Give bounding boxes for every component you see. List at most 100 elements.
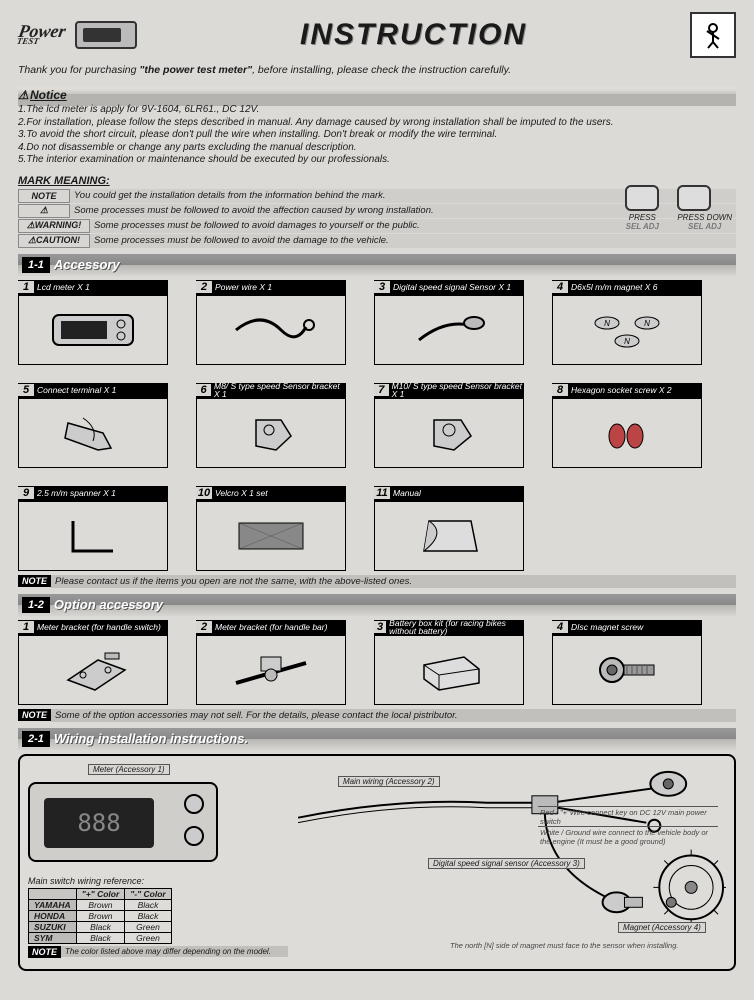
accessory-card: 7M10/ S type speed Sensor bracket X 1 [374, 383, 524, 468]
ref-cell: Black [125, 899, 171, 910]
sel-adj: SEL ADJ [625, 222, 659, 231]
note-text: Please contact us if the items you open … [51, 575, 736, 588]
option-grid: 1Meter bracket (for handle switch) 2Meter… [18, 620, 736, 705]
ref-cell: Green [125, 921, 171, 932]
accessory-illustration [196, 398, 346, 468]
accessory-num: 8 [552, 384, 568, 396]
section-name: Option accessory [54, 597, 163, 612]
svg-text:N: N [644, 319, 650, 328]
accessory-illustration [374, 295, 524, 365]
accessory-card: 10Velcro X 1 set [196, 486, 346, 571]
accessory-num: 3 [374, 281, 390, 293]
note-text: Some of the option accessories may not s… [51, 709, 736, 722]
accessory-label: D6x5l m/m magnet X 6 [568, 283, 657, 292]
accessory-head: 2Meter bracket (for handle bar) [196, 620, 346, 635]
notice-title: ⚠Notice [18, 88, 736, 102]
wiring-diagram: Meter (Accessory 1) 888 Main switch wiri… [18, 754, 736, 971]
accessory-head: 4D6x5l m/m magnet X 6 [552, 280, 702, 295]
wiring-left: Meter (Accessory 1) 888 Main switch wiri… [28, 764, 288, 961]
ref-cell: Black [125, 910, 171, 921]
page-title: INSTRUCTION [147, 18, 680, 52]
section-num: 1-2 [22, 597, 50, 613]
person-icon [690, 12, 736, 58]
accessory-card: 1Lcd meter X 1 [18, 280, 168, 365]
ref-table-title: Main switch wiring reference: [28, 876, 288, 886]
accessory-label: Meter bracket (for handle bar) [212, 623, 327, 632]
sel-adj: SEL ADJ [677, 222, 732, 231]
wiring-ref-table: "+" Color "-" Color YAMAHABrownBlackHOND… [28, 888, 172, 944]
note-tag: NOTE [18, 709, 51, 721]
note-tag: NOTE [28, 946, 61, 958]
north-note: The north [N] side of magnet must face t… [448, 940, 718, 951]
accessory-head: 11Manual [374, 486, 524, 501]
accessory-num: 1 [18, 281, 34, 293]
ref-cell: SUZUKI [29, 921, 77, 932]
meter-screen: 888 [44, 798, 154, 848]
accessory-illustration [552, 398, 702, 468]
accessory-num: 1 [18, 621, 34, 633]
page-header: Power TEST INSTRUCTION [18, 12, 736, 58]
svg-text:N: N [604, 319, 610, 328]
ref-row: SYMBlackGreen [29, 932, 172, 943]
warning-icon: ⚠ [18, 88, 30, 102]
accessory-label: M10/ S type speed Sensor bracket X 1 [389, 382, 524, 399]
accessory-label: Digital speed signal Sensor X 1 [390, 283, 511, 292]
press-down-label: PRESS DOWN [677, 213, 732, 222]
brand-logo: Power TEST [16, 24, 67, 46]
accessory-card: 8Hexagon socket screw X 2 [552, 383, 702, 468]
accessory-num: 3 [374, 621, 386, 633]
note-1-1: NOTE Please contact us if the items you … [18, 575, 736, 588]
mark-text: Some processes must be followed to avoid… [90, 234, 736, 248]
section-name: Wiring installation instructions. [54, 731, 248, 746]
note-1-2: NOTE Some of the option accessories may … [18, 709, 736, 722]
section-2-1-header: 2-1 Wiring installation instructions. [18, 728, 736, 750]
main-wiring-callout: Main wiring (Accessory 2) [338, 776, 440, 787]
accessory-label: Meter bracket (for handle switch) [34, 623, 161, 632]
section-num: 2-1 [22, 731, 50, 747]
accessory-label: M8/ S type speed Sensor bracket X 1 [211, 382, 346, 399]
accessory-num: 4 [552, 621, 568, 633]
accessory-card: 2Meter bracket (for handle bar) [196, 620, 346, 705]
accessory-card: 4D6x5l m/m magnet X 6NNN [552, 280, 702, 365]
mark-label-warning: ⚠WARNING! [18, 219, 90, 233]
press-button-icon [625, 185, 659, 211]
accessory-card: 1Meter bracket (for handle switch) [18, 620, 168, 705]
accessory-label: Battery box kit (for racing bikes withou… [386, 619, 524, 636]
magnet-callout: Magnet (Accessory 4) [618, 922, 706, 933]
wiring-right: Main wiring (Accessory 2) Red / "+"Wire … [298, 764, 726, 961]
press-down-block: PRESS DOWN SEL ADJ [677, 185, 732, 231]
section-1-1-header: 1-1 Accessory [18, 254, 736, 276]
mark-row: ⚠CAUTION! Some processes must be followe… [18, 234, 736, 248]
ref-note: NOTE The color listed above may differ d… [28, 946, 288, 958]
accessory-num: 10 [196, 487, 212, 499]
accessory-head: 3Battery box kit (for racing bikes witho… [374, 620, 524, 635]
accessory-label: Lcd meter X 1 [34, 283, 90, 292]
accessory-head: 7M10/ S type speed Sensor bracket X 1 [374, 383, 524, 398]
accessory-illustration [374, 398, 524, 468]
accessory-illustration [196, 501, 346, 571]
accessory-label: Power wire X 1 [212, 283, 272, 292]
mark-label-caution: ⚠CAUTION! [18, 234, 90, 248]
accessory-label: Velcro X 1 set [212, 489, 268, 498]
note-text: The color listed above may differ depend… [61, 946, 288, 957]
thank-you-pre: Thank you for purchasing [18, 64, 139, 76]
ref-cell: Black [76, 921, 125, 932]
mark-label-note: NOTE [18, 189, 70, 203]
accessory-illustration: NNN [552, 295, 702, 365]
accessory-illustration [18, 398, 168, 468]
ref-col-minus: "-" Color [125, 888, 171, 899]
press-down-button-icon [677, 185, 711, 211]
accessory-illustration [18, 295, 168, 365]
ref-cell: SYM [29, 932, 77, 943]
notice-item: 3.To avoid the short circuit, please don… [18, 129, 736, 142]
accessory-num: 7 [374, 384, 389, 396]
accessory-card: 4DIsc magnet screw [552, 620, 702, 705]
ref-row: YAMAHABrownBlack [29, 899, 172, 910]
accessory-card: 11Manual [374, 486, 524, 571]
ref-cell: Brown [76, 910, 125, 921]
meter-callout: Meter (Accessory 1) [88, 764, 170, 775]
ref-cell: Green [125, 932, 171, 943]
red-wire-callout: Red / "+"Wire connect key on DC 12V main… [538, 806, 718, 827]
meter-knob-top [184, 794, 204, 814]
ref-cell: YAMAHA [29, 899, 77, 910]
